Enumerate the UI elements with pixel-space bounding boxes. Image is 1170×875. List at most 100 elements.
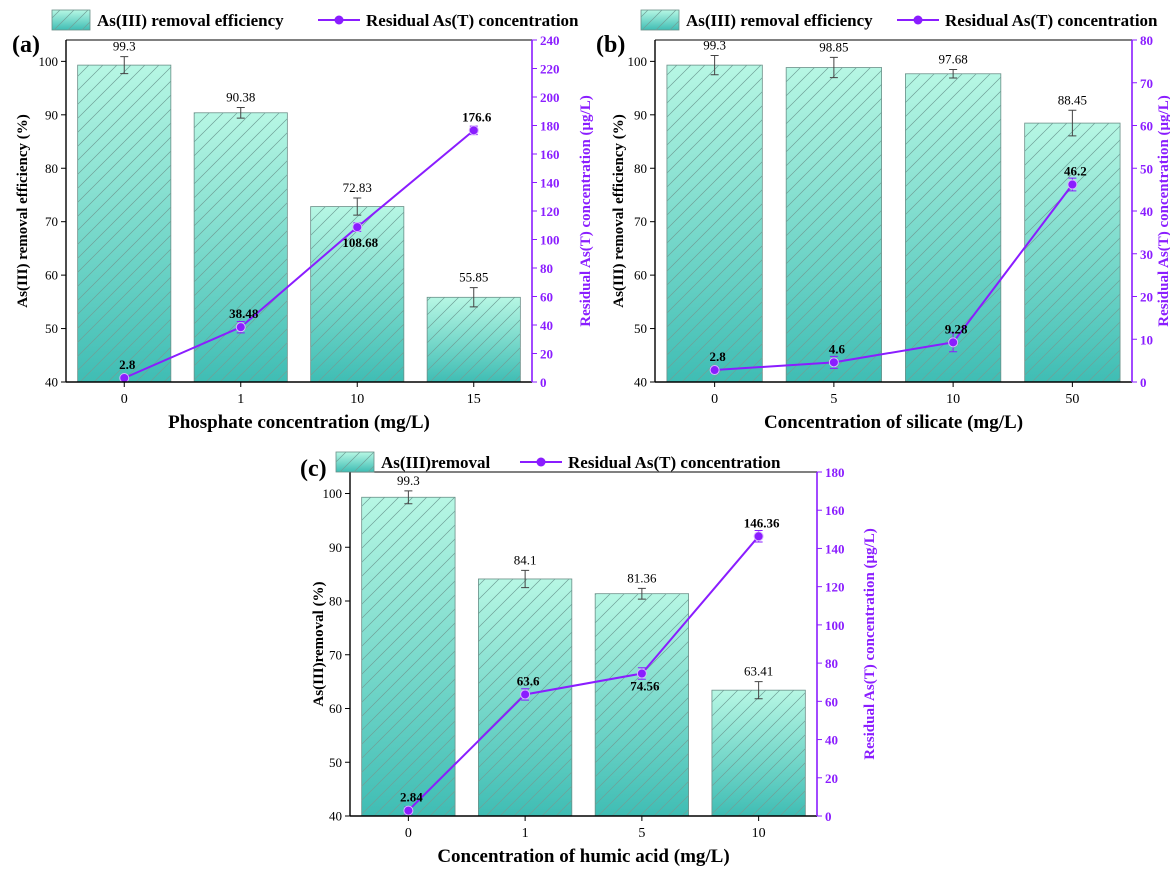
x-tick-label: 5 bbox=[830, 392, 837, 407]
y2-axis-label: Residual As(T) concentration (μg/L) bbox=[862, 528, 878, 759]
bar-value-label: 88.45 bbox=[1058, 92, 1087, 107]
y2-tick-label: 30 bbox=[1140, 247, 1153, 262]
legend-label: As(III)removal bbox=[381, 453, 491, 472]
y2-tick-label: 80 bbox=[1140, 33, 1153, 48]
legend-label: Residual As(T) concentration bbox=[568, 453, 781, 472]
y-axis-label: As(III) removal efficiency (%) bbox=[15, 114, 31, 307]
line-point bbox=[753, 531, 764, 542]
y2-tick-label: 140 bbox=[825, 541, 845, 556]
bar-error-bar bbox=[1068, 109, 1077, 137]
y-tick-label: 90 bbox=[329, 540, 342, 555]
y-tick-label: 40 bbox=[634, 375, 647, 390]
y-tick-label: 60 bbox=[45, 268, 58, 283]
y-tick-label: 80 bbox=[45, 161, 58, 176]
bar-hatch bbox=[194, 112, 288, 383]
y2-tick-label: 40 bbox=[540, 318, 553, 333]
bar-error-bar bbox=[710, 54, 719, 76]
y2-tick-label: 200 bbox=[540, 90, 560, 105]
panel-1: 99.3 98.8597.6888.45405060708090100010203… bbox=[596, 9, 1170, 433]
panel-label: (c) bbox=[300, 456, 327, 482]
y2-tick-label: 60 bbox=[825, 694, 838, 709]
y2-tick-label: 10 bbox=[1140, 332, 1153, 347]
line-value-label: 176.6 bbox=[462, 109, 492, 124]
series-line bbox=[714, 183, 1074, 372]
bar-value-label: 99.3 bbox=[397, 473, 420, 488]
legend-label: As(III) removal efficiency bbox=[97, 11, 284, 30]
y-tick-label: 100 bbox=[39, 54, 59, 69]
y2-tick-label: 180 bbox=[540, 119, 560, 134]
x-tick-label: 50 bbox=[1065, 392, 1079, 407]
y2-tick-label: 20 bbox=[540, 347, 553, 362]
bar-value-label: 99.3 bbox=[703, 37, 726, 52]
line-point bbox=[520, 689, 531, 700]
y2-tick-label: 100 bbox=[825, 618, 845, 633]
line-value-label: 63.6 bbox=[517, 673, 540, 688]
legend-line-marker bbox=[913, 15, 923, 25]
line-point bbox=[468, 125, 479, 136]
bar-hatch bbox=[905, 73, 1001, 383]
y-tick-label: 70 bbox=[45, 214, 58, 229]
bar-value-label: 98.85 bbox=[819, 39, 848, 54]
bar-value-label: 84.1 bbox=[514, 552, 537, 567]
panel-2: 99.384.181.3663.414050607080901000204060… bbox=[300, 451, 878, 867]
bar-value-label: 81.36 bbox=[627, 570, 657, 585]
line-point bbox=[828, 357, 839, 368]
y2-tick-label: 0 bbox=[825, 809, 832, 824]
x-axis-label: Phosphate concentration (mg/L) bbox=[168, 412, 430, 433]
x-tick-label: 0 bbox=[405, 826, 412, 841]
line-value-label: 2.8 bbox=[710, 349, 727, 364]
y2-tick-label: 60 bbox=[1140, 119, 1153, 134]
y2-tick-label: 70 bbox=[1140, 76, 1153, 91]
bar-error-bar bbox=[120, 56, 129, 75]
bar-error-bar bbox=[637, 587, 646, 600]
y2-tick-label: 100 bbox=[540, 233, 560, 248]
legend-label: Residual As(T) concentration bbox=[366, 11, 579, 30]
y-tick-label: 60 bbox=[634, 268, 647, 283]
bar-value-label: 90.38 bbox=[226, 89, 255, 104]
bar-hatch bbox=[786, 67, 882, 382]
y-tick-label: 90 bbox=[634, 107, 647, 122]
line-point bbox=[235, 322, 246, 333]
bar-hatch bbox=[427, 297, 521, 382]
line-point bbox=[709, 365, 720, 376]
y2-tick-label: 50 bbox=[1140, 161, 1153, 176]
line-point bbox=[352, 222, 363, 233]
x-tick-label: 10 bbox=[946, 392, 960, 407]
x-tick-label: 15 bbox=[467, 392, 481, 407]
y2-tick-label: 180 bbox=[825, 465, 845, 480]
panel-label: (a) bbox=[12, 32, 40, 58]
y2-tick-label: 120 bbox=[540, 204, 560, 219]
y2-tick-label: 160 bbox=[825, 503, 845, 518]
panel-label: (b) bbox=[596, 32, 625, 58]
bar-error-bar bbox=[949, 68, 958, 79]
y2-axis-label: Residual As(T) concentration (μg/L) bbox=[1156, 95, 1170, 326]
y2-tick-label: 80 bbox=[825, 656, 838, 671]
line-value-label: 2.84 bbox=[400, 790, 423, 805]
line-value-label: 146.36 bbox=[744, 515, 780, 530]
y2-tick-label: 140 bbox=[540, 176, 560, 191]
legend-line-marker bbox=[334, 15, 344, 25]
y2-tick-label: 60 bbox=[540, 290, 553, 305]
bar-hatch bbox=[711, 690, 806, 816]
bar-error-bar bbox=[754, 681, 763, 700]
y-tick-label: 100 bbox=[628, 54, 648, 69]
bar-error-bar bbox=[829, 56, 838, 79]
y-tick-label: 50 bbox=[329, 755, 342, 770]
y-tick-label: 50 bbox=[45, 321, 58, 336]
line-value-label: 38.48 bbox=[229, 306, 259, 321]
bar-error-bar bbox=[353, 197, 362, 216]
y2-tick-label: 240 bbox=[540, 33, 560, 48]
bar-value-label: 55.85 bbox=[459, 270, 488, 285]
y-tick-label: 40 bbox=[329, 809, 342, 824]
legend-bar-hatch bbox=[336, 452, 374, 472]
y2-axis-label: Residual As(T) concentration (μg/L) bbox=[578, 95, 594, 326]
y-tick-label: 80 bbox=[634, 161, 647, 176]
line-point bbox=[119, 373, 130, 384]
y-tick-label: 100 bbox=[323, 486, 343, 501]
y2-tick-label: 120 bbox=[825, 580, 845, 595]
bar-error-bar bbox=[404, 490, 413, 505]
y2-tick-label: 0 bbox=[1140, 375, 1147, 390]
x-tick-label: 0 bbox=[711, 392, 718, 407]
bar-value-label: 97.68 bbox=[939, 51, 968, 66]
